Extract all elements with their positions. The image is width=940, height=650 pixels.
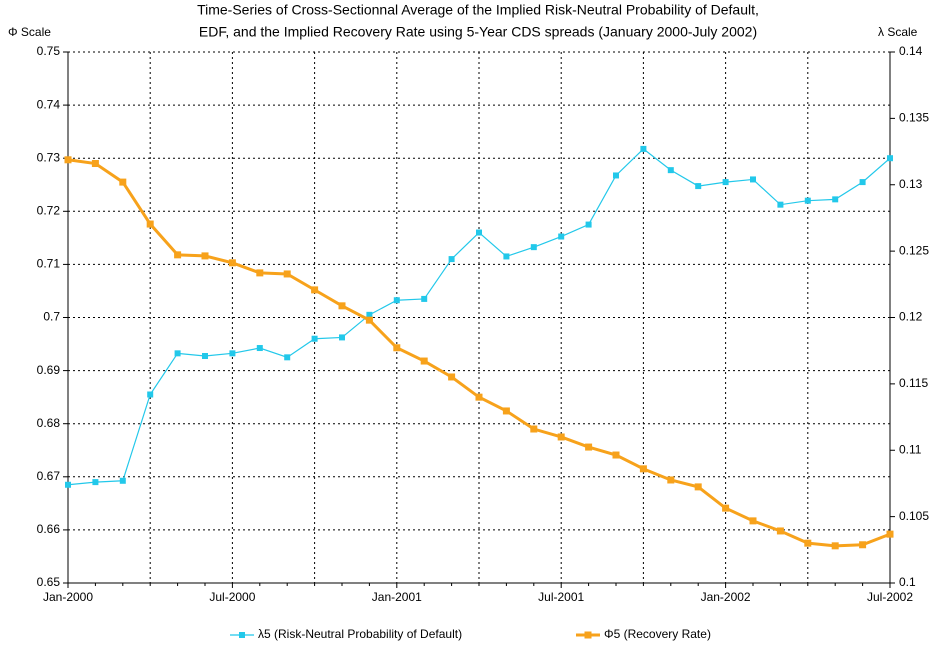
y2-tick-label: 0.115 [899,376,928,390]
point [476,229,482,236]
y2-tick-label: 0.14 [899,44,923,58]
point [722,504,730,512]
x-tick-label: Jan-2000 [43,590,93,604]
y2-tick-label: 0.1 [899,575,916,589]
point [311,335,318,342]
point [503,253,510,260]
point [557,433,565,441]
x-tick-label: Jul-2001 [538,590,584,604]
point [339,334,345,341]
point [750,176,756,183]
point [886,530,894,538]
point [448,373,456,381]
y-tick-label: 0.67 [37,469,61,483]
point [585,443,593,451]
y2-tick-label: 0.12 [899,310,923,324]
point [804,197,811,204]
y2-tick-label: 0.13 [899,177,923,191]
chart-title: Time-Series of Cross-Sectionnal Average … [197,2,759,18]
x-tick-label: Jul-2002 [867,590,913,604]
chart-title: EDF, and the Implied Recovery Rate using… [199,24,757,40]
legend-marker [239,632,245,638]
point [695,183,702,190]
point [887,155,893,162]
series-line [67,148,891,486]
point [283,270,291,278]
point [722,179,729,186]
point [147,391,154,398]
point [338,302,346,310]
y-axis-label: Φ Scale [8,25,51,39]
point [393,297,400,304]
point [119,477,126,484]
y-tick-label: 0.73 [37,150,61,164]
legend-label: Φ5 (Recovery Rate) [604,627,711,641]
point [229,350,236,357]
point [420,357,428,365]
legend-label: λ5 (Risk-Neutral Probability of Default) [258,627,462,641]
point [640,145,647,152]
point [256,345,263,352]
y-tick-label: 0.68 [37,416,61,430]
point [311,286,319,294]
point [859,179,866,186]
point [65,481,71,488]
y-tick-label: 0.75 [37,44,61,58]
point [667,167,674,174]
point [612,451,620,459]
point [146,220,154,228]
point [804,539,812,547]
point [421,295,428,302]
y2-tick-label: 0.135 [899,111,929,125]
point [393,344,401,352]
point [91,160,99,168]
y-tick-label: 0.7 [43,310,60,324]
x-tick-label: Jan-2001 [372,590,422,604]
point [502,407,510,415]
point [201,252,209,260]
y-tick-label: 0.74 [37,97,61,111]
point [365,316,373,324]
y2-tick-label: 0.105 [899,509,929,523]
point [613,172,619,179]
point [119,178,127,186]
point [558,233,565,240]
point [530,425,538,433]
y-tick-label: 0.71 [37,257,61,271]
point [366,311,373,318]
y-tick-label: 0.65 [37,575,61,589]
point [667,476,675,484]
point [859,541,867,549]
point [64,156,72,164]
y-tick-label: 0.72 [37,203,61,217]
point [585,221,592,228]
point [776,527,784,535]
point [448,256,455,263]
point [174,350,181,357]
point [832,196,839,203]
y2-tick-label: 0.125 [899,243,929,257]
point [202,352,208,359]
point [530,244,537,251]
point [475,393,483,401]
point [777,201,784,208]
point [92,479,99,486]
point [228,259,236,267]
point [284,354,291,361]
point [694,483,702,491]
point [174,251,182,259]
x-tick-label: Jan-2002 [701,590,751,604]
point [831,542,839,550]
y2-tick-label: 0.11 [899,442,922,456]
point [256,269,264,277]
y-tick-label: 0.69 [37,363,61,377]
point [639,465,647,473]
y2-axis-label: λ Scale [878,25,918,39]
legend-marker [584,631,592,639]
x-tick-label: Jul-2000 [209,590,255,604]
y-tick-label: 0.66 [37,522,61,536]
point [749,517,757,525]
